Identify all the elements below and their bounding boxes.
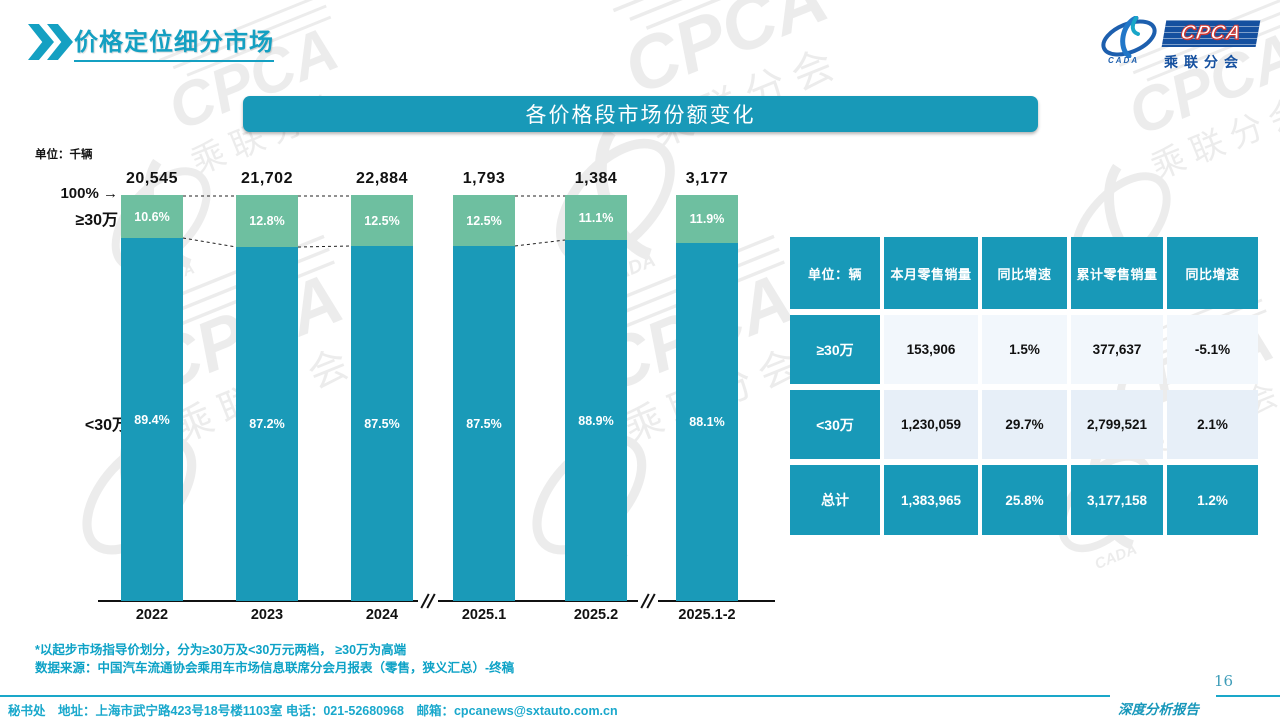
bar-total-label: 1,793	[462, 170, 506, 187]
segment-value-label: 12.5%	[364, 213, 400, 228]
x-axis-label: 2025.2	[573, 607, 619, 623]
segment-value-label: 88.1%	[689, 415, 725, 429]
segment-value-label: 11.1%	[578, 210, 614, 225]
cada-swoosh-icon	[1101, 16, 1157, 58]
cada-label: CADA	[1108, 56, 1140, 65]
x-axis-label: 2025.1-2	[678, 607, 736, 623]
series-label-high: ≥30万	[75, 212, 118, 229]
segment-value-label: 12.8%	[249, 214, 285, 228]
table-header-cell: 累计零售销量	[1071, 237, 1163, 309]
bar-total-label: 20,545	[126, 170, 178, 187]
segment-value-label: 87.5%	[364, 416, 400, 431]
segment-value-label: 88.9%	[578, 413, 614, 428]
chart-title-banner: 各价格段市场份额变化	[243, 96, 1038, 132]
bar-segment-low: 89.4%	[121, 238, 183, 601]
segment-value-label: 10.6%	[134, 209, 170, 224]
axis-100-label: 100% →	[60, 185, 118, 202]
table-header-cell: 本月零售销量	[884, 237, 978, 309]
bar-segment-high: 11.1%	[565, 195, 627, 240]
right-arrow-icon: →	[103, 185, 118, 202]
axis-break-icon	[418, 592, 438, 610]
x-axis-label: 2024	[365, 607, 399, 623]
footnote-source: 数据来源：中国汽车流通协会乘用车市场信息联席分会月报表（零售，狭义汇总）-终稿	[35, 661, 515, 675]
table-cell: 377,637	[1071, 315, 1163, 384]
segment-value-label: 87.5%	[466, 416, 502, 431]
chart-unit-label: 单位：千辆	[35, 149, 93, 161]
segment-value-label: 89.4%	[134, 412, 170, 427]
cpca-logo: CADA CPCA 乘联分会	[1098, 16, 1264, 70]
bar-total-label: 21,702	[241, 170, 293, 187]
bar-segment-low: 88.9%	[565, 240, 627, 601]
table-cell: 2,799,521	[1071, 390, 1163, 459]
bar-segment-low: 87.2%	[236, 247, 298, 601]
x-axis-label: 2025.1	[461, 607, 507, 623]
series-label-low: <30万	[84, 417, 128, 434]
double-chevron-icon	[28, 22, 73, 62]
table-header-cell: 单位：辆	[790, 237, 880, 309]
table-row-label: ≥30万	[790, 315, 880, 384]
table-cell: 29.7%	[982, 390, 1067, 459]
bar-total-label: 1,384	[574, 170, 618, 187]
footer-divider	[1216, 695, 1280, 697]
table-cell: 153,906	[884, 315, 978, 384]
bar-segment-high: 12.8%	[236, 195, 298, 247]
table-header-cell: 同比增速	[982, 237, 1067, 309]
table-cell: 25.8%	[982, 465, 1067, 535]
bar-segment-high: 11.9%	[676, 195, 738, 243]
footer-divider	[0, 695, 1110, 697]
table-cell: 1,383,965	[884, 465, 978, 535]
bar-total-label: 22,884	[356, 170, 408, 187]
bar-segment-high: 10.6%	[121, 195, 183, 238]
table-cell: -5.1%	[1167, 315, 1258, 384]
table-header-cell: 同比增速	[1167, 237, 1258, 309]
segment-value-label: 12.5%	[466, 213, 502, 228]
table-cell: 2.1%	[1167, 390, 1258, 459]
cpca-wordmark-box: CPCA	[1161, 20, 1261, 47]
table-cell: 1,230,059	[884, 390, 978, 459]
cpca-wordmark: CPCA	[1178, 22, 1244, 45]
bar-segment-high: 12.5%	[453, 195, 515, 246]
page-number: 16	[1214, 672, 1234, 690]
bar-segment-high: 12.5%	[351, 195, 413, 246]
table-row-label: <30万	[790, 390, 880, 459]
segment-value-label: 11.9%	[689, 212, 725, 226]
table-cell: 1.2%	[1167, 465, 1258, 535]
x-axis-label: 2022	[135, 607, 169, 623]
cpca-subtitle: 乘联分会	[1164, 54, 1244, 70]
report-type-label: 深度分析报告	[1118, 702, 1199, 718]
bar-segment-low: 87.5%	[351, 246, 413, 601]
chevron-right-icon	[28, 24, 54, 60]
x-axis-label: 2023	[250, 607, 284, 623]
table-cell: 3,177,158	[1071, 465, 1163, 535]
table-cell: 1.5%	[982, 315, 1067, 384]
page-header: 价格定位细分市场	[28, 22, 274, 62]
summary-table: 单位：辆 本月零售销量 同比增速 累计零售销量 同比增速 ≥30万 153,906 1.5% 3…	[790, 237, 1258, 535]
segment-value-label: 87.2%	[249, 417, 285, 431]
bar-segment-low: 87.5%	[453, 246, 515, 601]
bar-segment-low: 88.1%	[676, 243, 738, 601]
footer-contact: 秘书处 地址：上海市武宁路423号18号楼1103室 电话：021-526809…	[8, 704, 618, 718]
bar-total-label: 3,177	[685, 170, 729, 187]
footnote-definition: *以起步市场指导价划分，分为≥30万及<30万元两档， ≥30万为高端	[35, 643, 407, 657]
page-title: 价格定位细分市场	[74, 22, 274, 62]
table-row-label: 总计	[790, 465, 880, 535]
axis-break-icon	[638, 592, 658, 610]
